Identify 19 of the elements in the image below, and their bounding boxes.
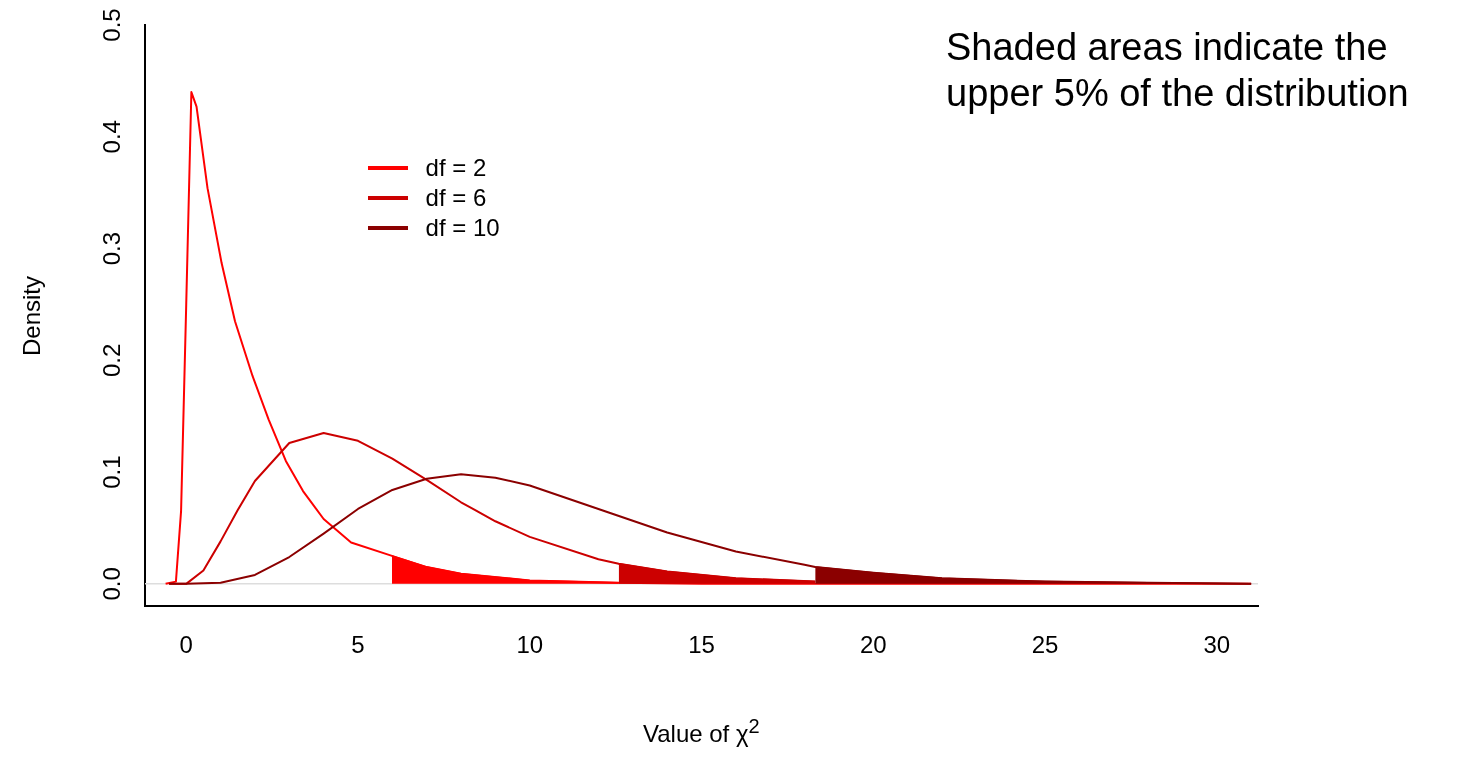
y-axis-title: Density <box>18 275 46 356</box>
y-tick-label: 0.0 <box>97 567 125 601</box>
x-tick-label: 5 <box>351 631 365 659</box>
y-tick-label: 0.3 <box>97 231 125 266</box>
y-tick-label: 0.5 <box>97 8 125 42</box>
x-tick-label: 0 <box>179 631 193 659</box>
y-tick-label: 0.1 <box>97 455 125 489</box>
annotation: Shaded areas indicate the upper 5% of the distribution <box>946 25 1410 116</box>
legend-label: df = 10 <box>425 212 500 243</box>
y-tick-label: 0.4 <box>97 120 125 154</box>
x-tick-label: 30 <box>1203 631 1231 659</box>
y-tick-label: 0.2 <box>97 343 125 377</box>
x-tick-label: 15 <box>688 631 715 659</box>
x-tick-label: 20 <box>859 631 887 659</box>
x-axis-title: Value of χ$^{2}$ <box>643 715 760 748</box>
legend-label: df = 6 <box>425 182 487 213</box>
legend-label: df = 2 <box>425 152 487 183</box>
x-tick-label: 25 <box>1031 631 1059 659</box>
x-tick-label: 10 <box>516 631 544 659</box>
